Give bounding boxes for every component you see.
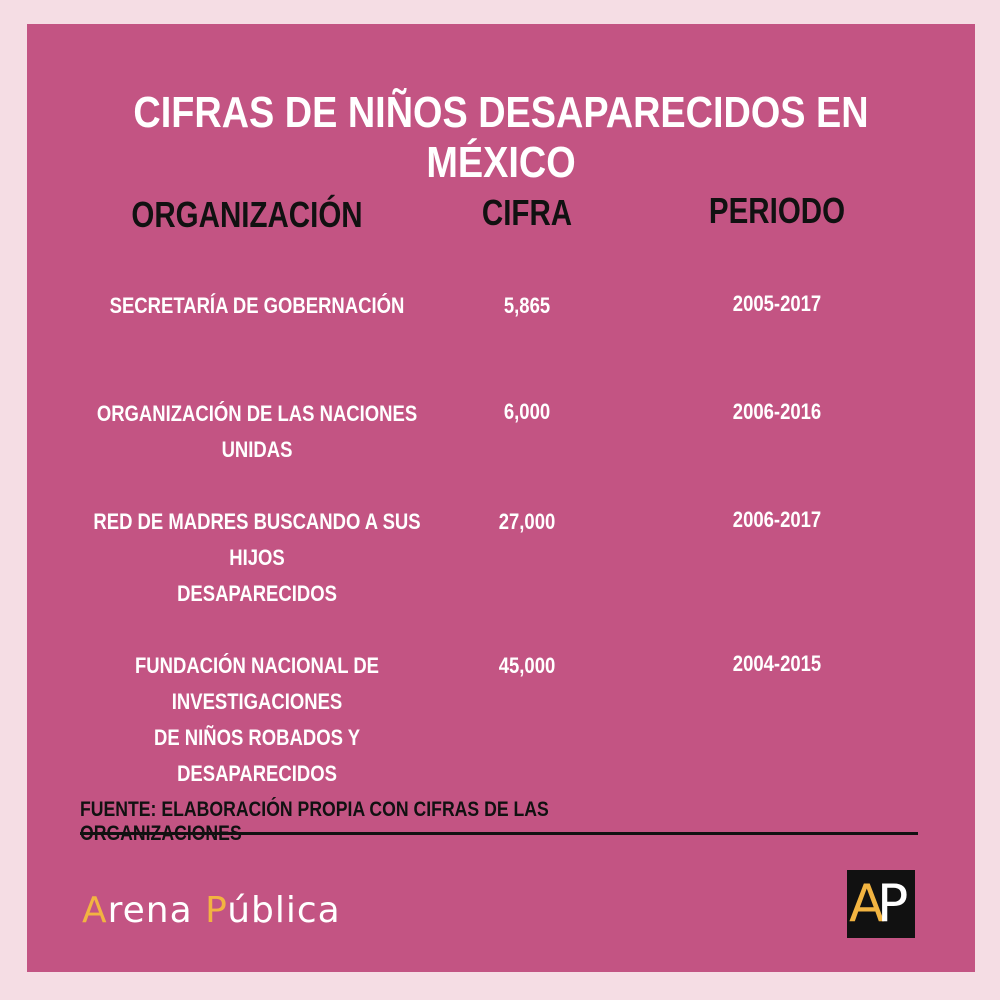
row-1-figure: 5,865 <box>503 293 551 318</box>
row-2-figure: 6,000 <box>503 399 551 424</box>
column-header-organization: ORGANIZACIÓN <box>131 194 363 235</box>
row-1-organization-line-1: SECRETARÍA DE GOBERNACIÓN <box>109 293 405 318</box>
logo-letter-p: P <box>877 874 909 934</box>
row-2-organization-line-1: ORGANIZACIÓN DE LAS NACIONES UNIDAS <box>96 401 418 462</box>
row-1-period: 2005-2017 <box>732 291 822 316</box>
row-4-figure: 45,000 <box>498 653 556 678</box>
brand-a-rest: rena <box>107 890 206 931</box>
source-note: FUENTE: ELABORACIÓN PROPIA CON CIFRAS DE… <box>80 798 549 845</box>
divider <box>80 832 918 835</box>
row-2-organization: ORGANIZACIÓN DE LAS NACIONES UNIDAS <box>72 396 442 468</box>
infographic-card: CIFRAS DE NIÑOS DESAPARECIDOS EN MÉXICO … <box>27 24 975 972</box>
row-4-period: 2004-2015 <box>732 651 822 676</box>
logo-letter-a: A <box>849 874 885 934</box>
row-4-organization: FUNDACIÓN NACIONAL DE INVESTIGACIONES DE… <box>72 648 442 792</box>
brand-p-initial: P <box>205 890 228 931</box>
row-4-organization-line-2: DE NIÑOS ROBADOS Y DESAPARECIDOS <box>153 725 361 786</box>
brand-wordmark: Arena Pública <box>82 890 341 931</box>
column-header-period: PERIODO <box>708 190 846 231</box>
row-3-organization-line-1: RED DE MADRES BUSCANDO A SUS HIJOS <box>93 509 421 570</box>
row-3-organization: RED DE MADRES BUSCANDO A SUS HIJOS DESAP… <box>72 504 442 612</box>
brand-p-rest: ública <box>227 890 341 931</box>
page-title: CIFRAS DE NIÑOS DESAPARECIDOS EN MÉXICO <box>133 88 869 187</box>
row-4-organization-line-1: FUNDACIÓN NACIONAL DE INVESTIGACIONES <box>134 653 379 714</box>
column-header-figure: CIFRA <box>481 192 573 233</box>
row-1-organization: SECRETARÍA DE GOBERNACIÓN <box>72 288 442 324</box>
row-2-period: 2006-2016 <box>732 399 822 424</box>
brand-a-initial: A <box>82 890 108 931</box>
row-3-figure: 27,000 <box>498 509 556 534</box>
row-3-organization-line-2: DESAPARECIDOS <box>177 581 337 606</box>
brand-logo: A P <box>847 870 915 938</box>
row-3-period: 2006-2017 <box>732 507 822 532</box>
